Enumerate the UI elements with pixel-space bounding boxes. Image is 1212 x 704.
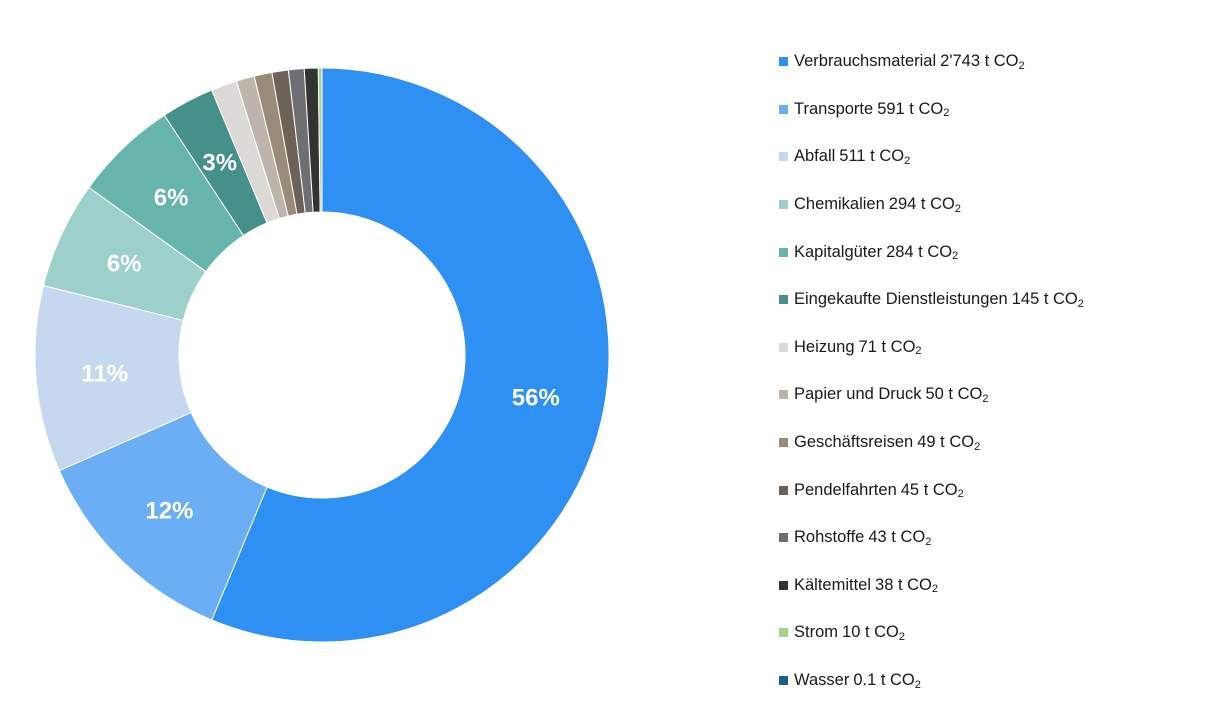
legend-unit-subscript: 2: [899, 631, 905, 643]
slice-percent-label-2: 11%: [81, 361, 128, 388]
legend-label: Strom: [794, 623, 838, 642]
legend-unit: t CO: [916, 195, 955, 214]
legend-unit-subscript: 2: [974, 441, 980, 453]
legend-swatch: [779, 152, 788, 161]
legend-unit-subscript: 2: [904, 155, 910, 167]
legend-swatch: [779, 248, 788, 257]
legend-label: Kapitalgüter: [794, 243, 882, 262]
legend-unit: t CO: [1039, 290, 1078, 309]
legend-label: Geschäftsreisen: [794, 433, 913, 452]
legend-unit-subscript: 2: [1019, 60, 1025, 72]
legend-unit: t CO: [936, 433, 975, 452]
legend-unit-subscript: 2: [915, 679, 921, 691]
slice-percent-label-0: 56%: [512, 385, 560, 412]
legend-label: Transporte: [794, 100, 873, 119]
legend-unit: t CO: [905, 100, 944, 119]
legend-swatch: [779, 676, 788, 685]
legend-swatch: [779, 486, 788, 495]
legend-value: 71: [859, 338, 877, 357]
legend-label: Papier und Druck: [794, 385, 921, 404]
legend-unit-subscript: 2: [955, 203, 961, 215]
legend-unit: t CO: [860, 623, 899, 642]
legend-unit-subscript: 2: [952, 250, 958, 262]
legend-swatch: [779, 581, 788, 590]
legend-swatch: [779, 105, 788, 114]
legend-unit: t CO: [944, 385, 983, 404]
legend-swatch: [779, 295, 788, 304]
slice-percent-label-1: 12%: [145, 498, 193, 525]
legend-unit: t CO: [919, 481, 958, 500]
legend-value: 38: [875, 576, 893, 595]
legend-label: Chemikalien: [794, 195, 885, 214]
legend-unit-subscript: 2: [958, 488, 964, 500]
legend-value: 294: [889, 195, 917, 214]
slice-percent-label-3: 6%: [107, 250, 142, 277]
legend-unit: t CO: [980, 52, 1019, 71]
legend-value: 284: [886, 243, 914, 262]
legend-unit: t CO: [876, 671, 915, 690]
legend-value: 43: [868, 528, 886, 547]
legend-swatch: [779, 390, 788, 399]
legend-label: Eingekaufte Dienstleistungen: [794, 290, 1008, 309]
legend-swatch: [779, 343, 788, 352]
legend-unit-subscript: 2: [925, 536, 931, 548]
legend-unit-subscript: 2: [932, 583, 938, 595]
legend-swatch: [779, 533, 788, 542]
legend-value: 49: [917, 433, 935, 452]
legend-unit: t CO: [866, 147, 905, 166]
legend-unit: t CO: [877, 338, 916, 357]
legend-unit: t CO: [887, 528, 926, 547]
legend-unit: t CO: [914, 243, 953, 262]
legend-value: 45: [901, 481, 919, 500]
legend-value: 50: [925, 385, 943, 404]
slice-percent-label-5: 3%: [202, 149, 237, 176]
legend-unit-subscript: 2: [943, 107, 949, 119]
legend-label: Rohstoffe: [794, 528, 864, 547]
legend-swatch: [779, 628, 788, 637]
legend-swatch: [779, 200, 788, 209]
legend-value: 0.1: [853, 671, 876, 690]
legend-label: Kältemittel: [794, 576, 871, 595]
legend-unit: t CO: [893, 576, 932, 595]
legend-value: 2'743: [940, 52, 980, 71]
slice-percent-label-4: 6%: [154, 185, 189, 212]
legend-value: 511: [839, 147, 865, 166]
legend-label: Verbrauchsmaterial: [794, 52, 936, 71]
legend-unit-subscript: 2: [982, 393, 988, 405]
legend-label: Abfall: [794, 147, 835, 166]
legend-unit-subscript: 2: [915, 345, 921, 357]
legend-swatch: [779, 438, 788, 447]
legend-value: 591: [877, 100, 905, 119]
legend-value: 10: [842, 623, 860, 642]
donut-chart: 56% 12% 11% 6% 6% 3%: [0, 0, 660, 701]
legend-label: Heizung: [794, 338, 855, 357]
legend-unit-subscript: 2: [1078, 298, 1084, 310]
legend-swatch: [779, 57, 788, 66]
legend-value: 145: [1012, 290, 1040, 309]
legend-label: Pendelfahrten: [794, 481, 897, 500]
legend-label: Wasser: [794, 671, 849, 690]
